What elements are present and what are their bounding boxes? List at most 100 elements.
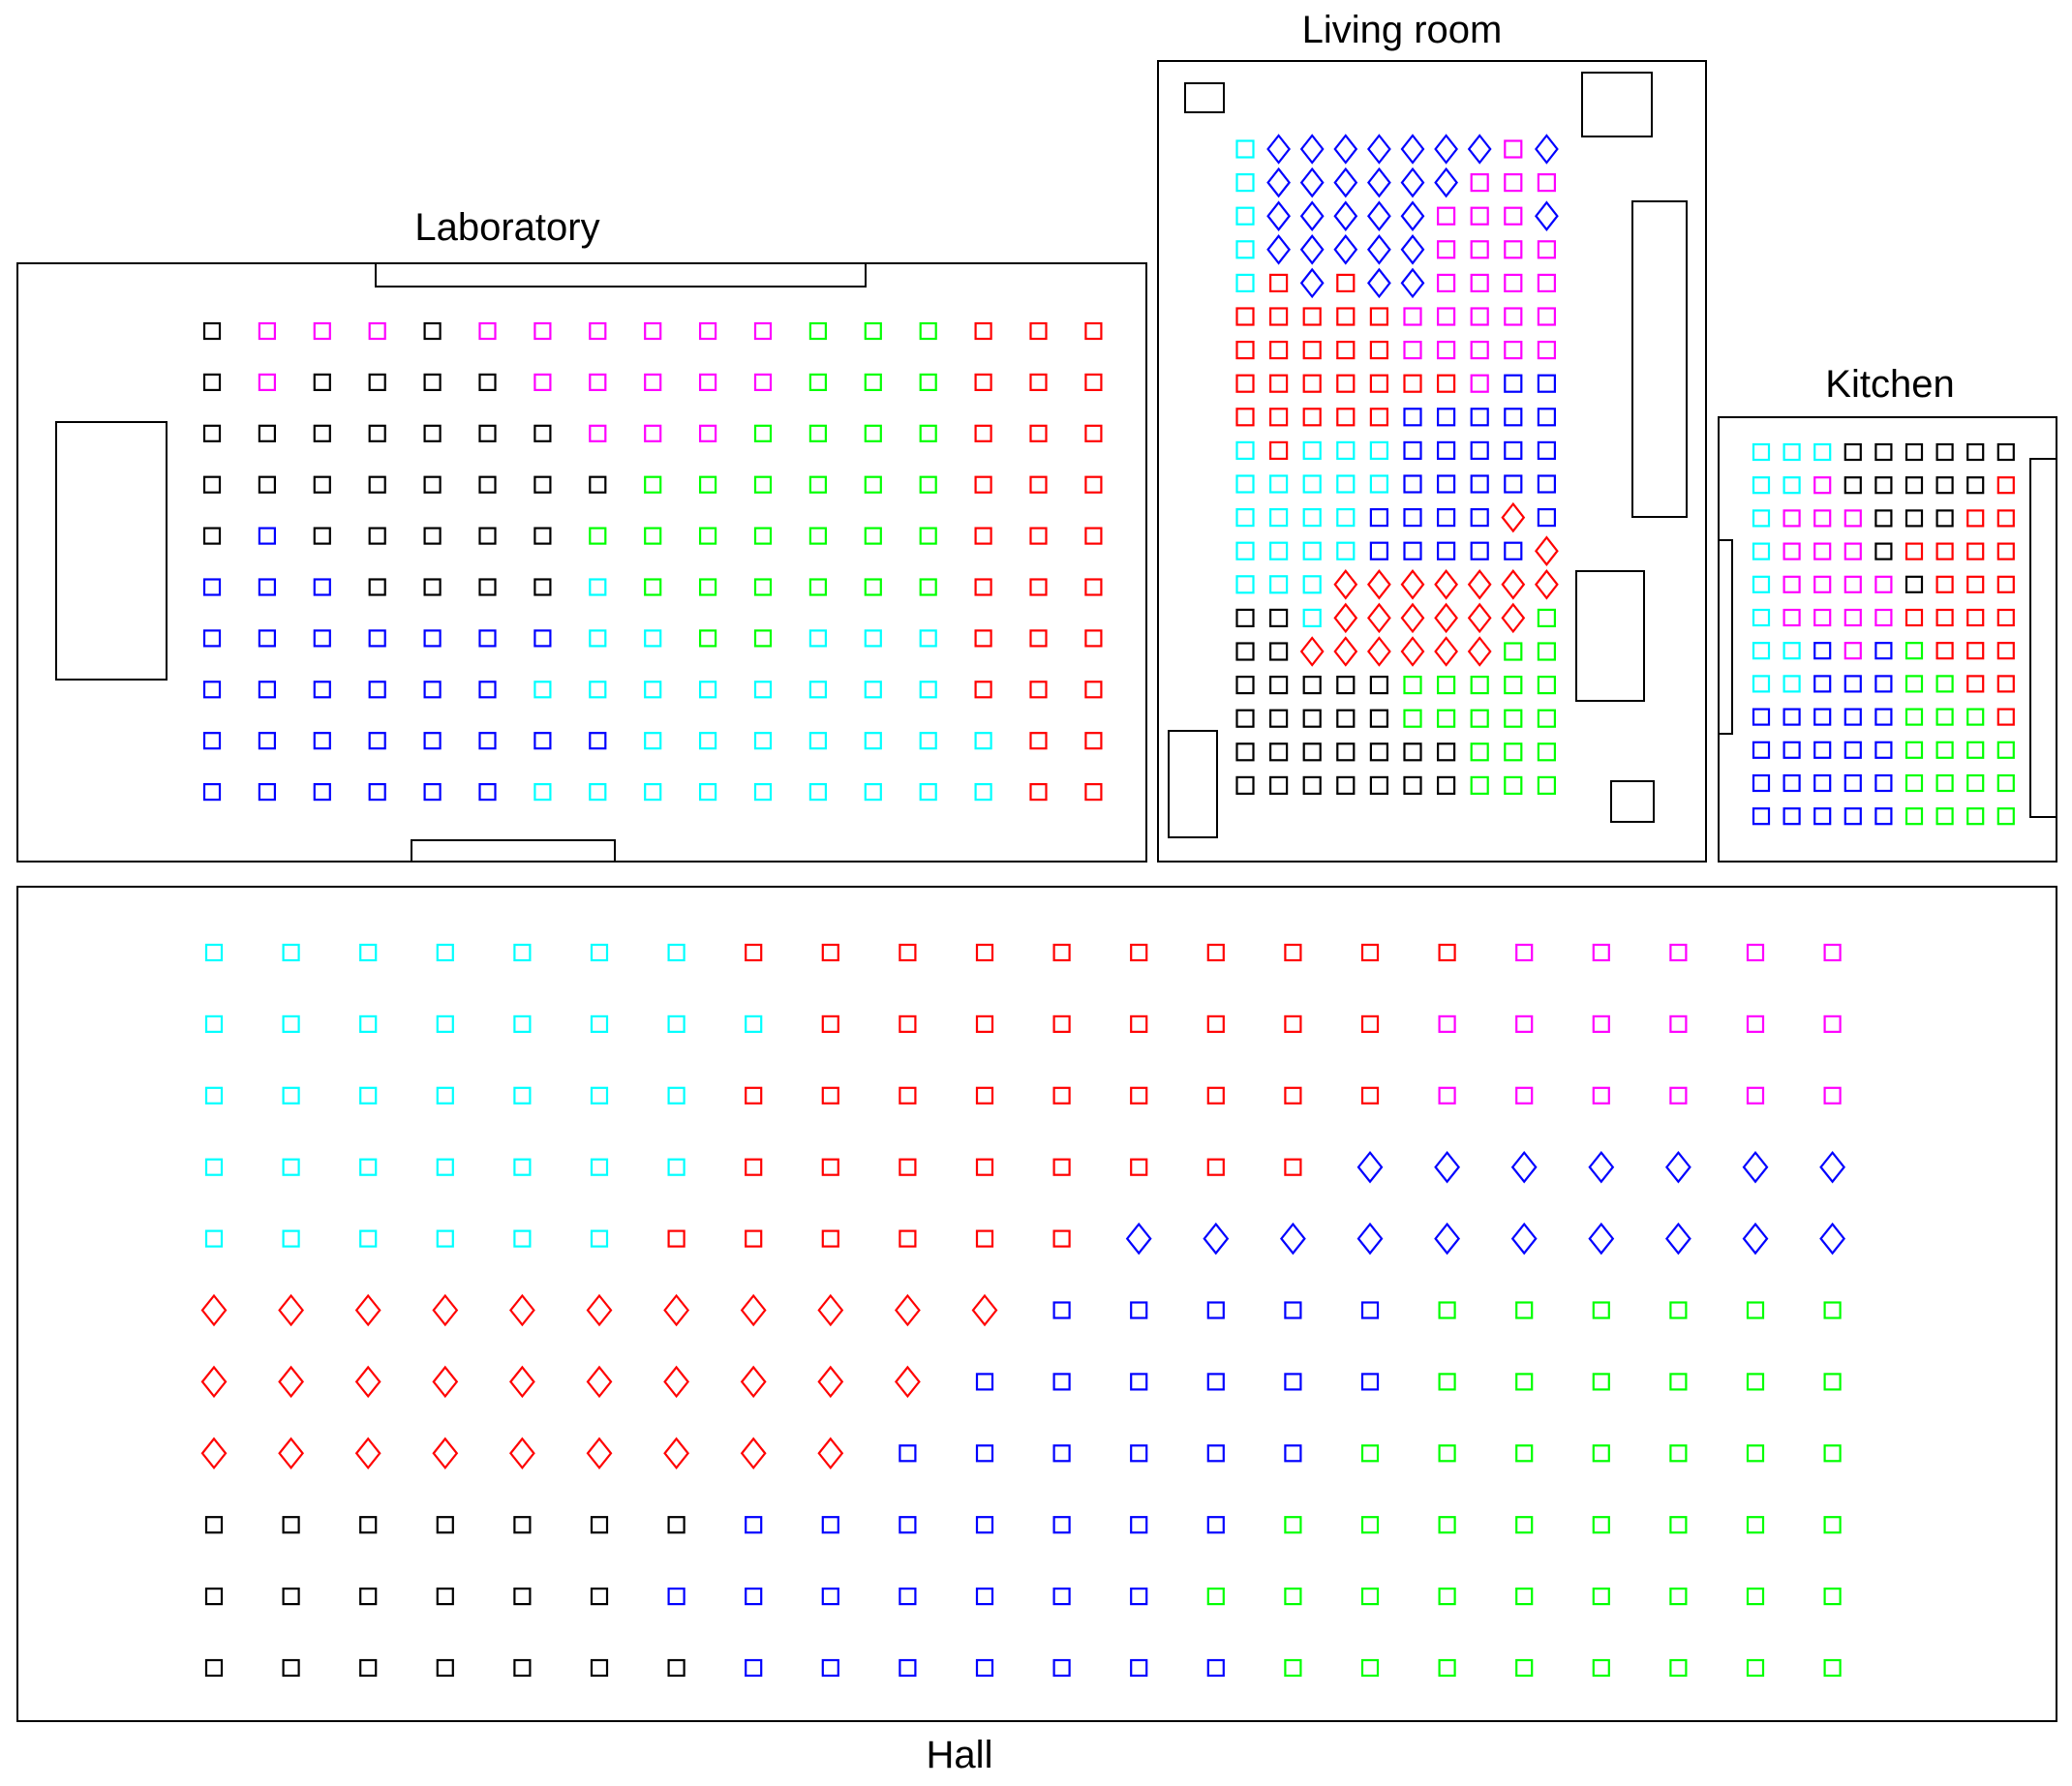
hall-marker-square bbox=[1746, 1373, 1765, 1391]
laboratory-marker-square bbox=[919, 782, 937, 802]
hall-marker-square bbox=[436, 1158, 454, 1176]
living-room-marker-diamond bbox=[1266, 200, 1291, 231]
laboratory-marker-square bbox=[644, 527, 662, 545]
living-room-marker-square bbox=[1369, 675, 1389, 695]
hall-marker-square bbox=[1438, 1516, 1456, 1534]
hall-marker-diamond bbox=[817, 1293, 844, 1327]
living-room-marker-square bbox=[1470, 541, 1489, 560]
hall-marker-square bbox=[436, 1229, 454, 1248]
laboratory-marker-square bbox=[423, 681, 442, 699]
living-room-marker-square bbox=[1302, 575, 1322, 594]
laboratory-marker-square bbox=[644, 578, 662, 596]
living-room-marker-diamond bbox=[1467, 134, 1492, 165]
laboratory-marker-square bbox=[698, 475, 717, 494]
hall-marker-square bbox=[899, 1014, 917, 1034]
kitchen-marker-square bbox=[1843, 442, 1862, 462]
laboratory-marker-square bbox=[258, 527, 276, 545]
hall-marker-square bbox=[204, 1516, 224, 1534]
laboratory-marker-square bbox=[258, 578, 276, 596]
living-room-wall bbox=[1157, 60, 1707, 863]
laboratory-marker-square bbox=[423, 527, 442, 545]
living-room-marker-square bbox=[1235, 440, 1255, 460]
hall-marker-square bbox=[204, 1014, 224, 1034]
hall-marker-diamond bbox=[1742, 1222, 1769, 1256]
laboratory-marker-square bbox=[533, 373, 552, 391]
hall-marker-square bbox=[1669, 1086, 1688, 1105]
laboratory-marker-square bbox=[202, 681, 222, 699]
laboratory-marker-square bbox=[1084, 321, 1103, 341]
laboratory-marker-square bbox=[368, 681, 386, 699]
hall-marker-square bbox=[1438, 1014, 1456, 1034]
hall-marker-square bbox=[1206, 943, 1225, 962]
hall-marker-square bbox=[436, 1658, 454, 1678]
hall-marker-square bbox=[1130, 1301, 1148, 1319]
kitchen-marker-square bbox=[1783, 741, 1801, 759]
living-room-marker-square bbox=[1336, 374, 1356, 393]
laboratory-marker-square bbox=[974, 681, 992, 699]
living-room-marker-square bbox=[1436, 440, 1456, 460]
hall-marker-square bbox=[1592, 1444, 1610, 1463]
laboratory-marker-square bbox=[368, 578, 386, 596]
living-room-marker-square bbox=[1403, 474, 1422, 494]
hall-marker-diamond bbox=[894, 1365, 921, 1399]
hall-marker-square bbox=[1515, 1373, 1534, 1391]
laboratory-marker-square bbox=[423, 782, 442, 802]
laboratory-marker-square bbox=[258, 424, 276, 442]
living-room-marker-square bbox=[1268, 709, 1289, 728]
hall-marker-square bbox=[513, 1229, 532, 1248]
hall-marker-square bbox=[1360, 1587, 1380, 1606]
living-room-marker-square bbox=[1504, 374, 1523, 393]
living-room-marker-square bbox=[1268, 541, 1289, 560]
hall-marker-square bbox=[1052, 1444, 1071, 1463]
living-room-marker-diamond bbox=[1535, 569, 1559, 600]
laboratory-marker-square bbox=[808, 475, 828, 494]
living-room-marker-square bbox=[1436, 474, 1456, 494]
hall-marker-diamond bbox=[278, 1437, 305, 1470]
living-room-marker-square bbox=[1537, 675, 1557, 695]
hall-marker-square bbox=[1052, 1516, 1071, 1534]
kitchen-marker-square bbox=[1966, 807, 1985, 826]
kitchen-marker-square bbox=[1813, 741, 1832, 759]
laboratory-marker-square bbox=[644, 424, 662, 442]
living-room-marker-diamond bbox=[1400, 602, 1425, 634]
laboratory-marker-square bbox=[698, 373, 717, 391]
hall-marker-square bbox=[282, 943, 300, 962]
living-room-cabinet bbox=[1575, 570, 1645, 702]
laboratory-marker-square bbox=[864, 527, 882, 545]
living-room-marker-square bbox=[1302, 341, 1322, 360]
laboratory-side-table bbox=[55, 421, 168, 681]
living-room-marker-square bbox=[1268, 440, 1289, 460]
hall-marker-square bbox=[1360, 1516, 1380, 1534]
living-room-marker-square bbox=[1302, 709, 1322, 728]
hall-marker-square bbox=[1669, 943, 1688, 962]
hall-marker-square bbox=[1284, 1086, 1302, 1105]
living-room-marker-square bbox=[1504, 240, 1523, 259]
living-room-marker-square bbox=[1235, 341, 1255, 360]
laboratory-marker-square bbox=[368, 732, 386, 750]
laboratory-marker-square bbox=[864, 475, 882, 494]
laboratory-marker-square bbox=[753, 527, 773, 545]
living-room-markers bbox=[1235, 134, 1559, 796]
hall-marker-square bbox=[1669, 1014, 1688, 1034]
kitchen-marker-square bbox=[1783, 509, 1801, 528]
hall-marker-square bbox=[975, 1587, 994, 1606]
laboratory-marker-square bbox=[919, 475, 937, 494]
hall-marker-square bbox=[1284, 943, 1302, 962]
hall-marker-square bbox=[1823, 1444, 1842, 1463]
laboratory-marker-square bbox=[974, 732, 992, 750]
living-room-marker-square bbox=[1268, 675, 1289, 695]
hall-marker-diamond bbox=[817, 1437, 844, 1470]
living-room-marker-diamond bbox=[1400, 636, 1425, 667]
living-room-marker-square bbox=[1504, 742, 1523, 762]
hall-marker-square bbox=[667, 1658, 686, 1678]
laboratory-marker-square bbox=[1029, 681, 1048, 699]
living-room-marker-square bbox=[1336, 541, 1356, 560]
living-room-marker-square bbox=[1268, 575, 1289, 594]
laboratory-marker-square bbox=[808, 681, 828, 699]
hall-marker-diamond bbox=[1203, 1222, 1230, 1256]
hall-marker-square bbox=[1746, 1301, 1765, 1319]
hall-marker-square bbox=[975, 1373, 994, 1391]
living-room-marker-square bbox=[1235, 206, 1255, 226]
kitchen-marker-square bbox=[1783, 773, 1801, 793]
hall-marker-square bbox=[745, 1587, 763, 1606]
